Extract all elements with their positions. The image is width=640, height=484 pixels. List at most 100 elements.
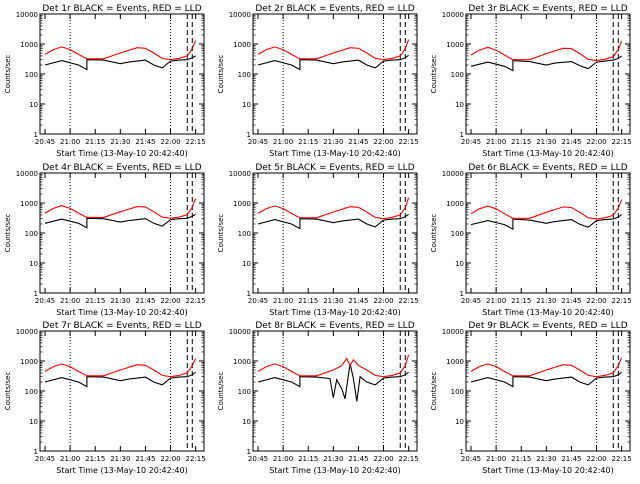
series-line-events [470,214,622,231]
x-tick-label: 21:45 [348,138,368,146]
series-line-events [44,213,196,229]
x-tick-label: 21:45 [135,455,155,463]
y-tick-label: 1 [460,290,464,298]
x-tick-label: 21:45 [561,138,581,146]
x-tick-label: 22:15 [186,297,206,305]
x-tick-label: 21:15 [511,455,531,463]
x-tick-label: 21:30 [536,297,556,305]
x-tick-label: 22:00 [160,297,180,305]
y-axis-label: Counts/sec [430,214,438,253]
chart-title: Det 8r BLACK = Events, RED = LLD [255,321,414,331]
x-axis-label: Start Time (13-May-10 20:42:40) [482,466,613,475]
y-tick-label: 10 [242,260,251,268]
y-tick-label: 1 [247,290,251,298]
plot-frame [252,13,418,135]
x-tick-label: 21:30 [536,138,556,146]
series-line-lld [257,354,410,378]
chart-title: Det 3r BLACK = Events, RED = LLD [468,4,627,14]
x-tick-label: 21:45 [135,138,155,146]
x-tick-label: 21:00 [273,138,293,146]
x-tick-label: 22:15 [186,455,206,463]
x-tick-label: 22:15 [399,455,419,463]
x-tick-label: 20:45 [461,455,481,463]
x-axis-label: Start Time (13-May-10 20:42:40) [482,149,613,158]
x-axis-label: Start Time (13-May-10 20:42:40) [56,308,187,317]
x-tick-label: 21:15 [85,138,105,146]
x-tick-label: 22:15 [186,138,206,146]
y-tick-label: 10 [242,101,251,109]
x-tick-label: 22:15 [612,138,632,146]
y-tick-label: 1000 [20,200,38,208]
x-tick-label: 20:45 [461,138,481,146]
y-tick-label: 100 [238,388,251,396]
y-axis-label: Counts/sec [430,372,438,411]
x-tick-label: 21:00 [60,138,80,146]
chart-title: Det 7r BLACK = Events, RED = LLD [42,321,201,331]
y-tick-label: 100 [25,71,38,79]
series-line-events [44,55,196,71]
x-tick-label: 21:45 [561,455,581,463]
series-line-events [44,371,196,388]
y-tick-label: 10 [455,101,464,109]
chart-panel-1: Det 1r BLACK = Events, RED = LLD Counts/s… [4,4,206,158]
y-axis-label: Counts/sec [4,372,12,411]
x-tick-label: 21:00 [486,297,506,305]
x-tick-label: 22:15 [399,297,419,305]
x-tick-label: 22:15 [612,297,632,305]
series-line-lld [44,198,197,219]
y-tick-label: 1000 [233,358,251,366]
y-tick-label: 1000 [446,41,464,49]
y-tick-label: 10 [29,418,38,426]
x-tick-label: 20:45 [248,138,268,146]
y-tick-label: 1 [247,131,251,139]
x-tick-label: 21:15 [511,297,531,305]
chart-panel-5: Det 5r BLACK = Events, RED = LLD Counts/s… [217,163,419,317]
y-axis-label: Counts/sec [217,372,225,411]
y-axis-label: Counts/sec [217,214,225,253]
y-tick-label: 10000 [16,11,38,19]
x-tick-label: 21:30 [110,297,130,305]
chart-title: Det 9r BLACK = Events, RED = LLD [468,321,627,331]
x-tick-label: 22:00 [586,455,606,463]
x-tick-label: 21:15 [298,297,318,305]
y-tick-label: 10 [29,101,38,109]
x-tick-label: 21:15 [511,138,531,146]
x-tick-label: 22:00 [160,138,180,146]
x-tick-label: 21:30 [110,455,130,463]
y-tick-label: 1 [247,448,251,456]
x-tick-label: 21:45 [561,297,581,305]
plot-frame [39,13,205,135]
y-tick-label: 1 [34,448,38,456]
y-tick-label: 10000 [442,328,464,336]
x-tick-label: 20:45 [248,297,268,305]
y-tick-label: 100 [451,71,464,79]
y-tick-label: 10 [242,418,251,426]
y-tick-label: 100 [451,388,464,396]
x-tick-label: 22:15 [399,138,419,146]
series-line-lld [257,39,410,61]
x-tick-label: 21:15 [298,138,318,146]
y-tick-label: 10000 [442,11,464,19]
x-tick-label: 21:30 [323,138,343,146]
y-tick-label: 100 [238,71,251,79]
y-tick-label: 10000 [16,170,38,178]
x-tick-label: 22:00 [373,138,393,146]
x-axis-label: Start Time (13-May-10 20:42:40) [56,149,187,158]
plot-frame [252,172,418,294]
x-axis-label: Start Time (13-May-10 20:42:40) [269,149,400,158]
chart-panel-8: Det 8r BLACK = Events, RED = LLD Counts/s… [217,321,419,475]
x-tick-label: 21:15 [85,297,105,305]
y-tick-label: 10000 [442,170,464,178]
x-tick-label: 21:30 [323,297,343,305]
series-line-events [470,55,622,72]
chart-panel-4: Det 4r BLACK = Events, RED = LLD Counts/s… [4,163,206,317]
series-line-lld [257,197,410,220]
y-axis-label: Counts/sec [430,55,438,94]
x-tick-label: 21:30 [323,455,343,463]
y-tick-label: 100 [25,388,38,396]
chart-panel-2: Det 2r BLACK = Events, RED = LLD Counts/s… [217,4,419,158]
x-tick-label: 22:00 [160,455,180,463]
x-tick-label: 20:45 [35,138,55,146]
